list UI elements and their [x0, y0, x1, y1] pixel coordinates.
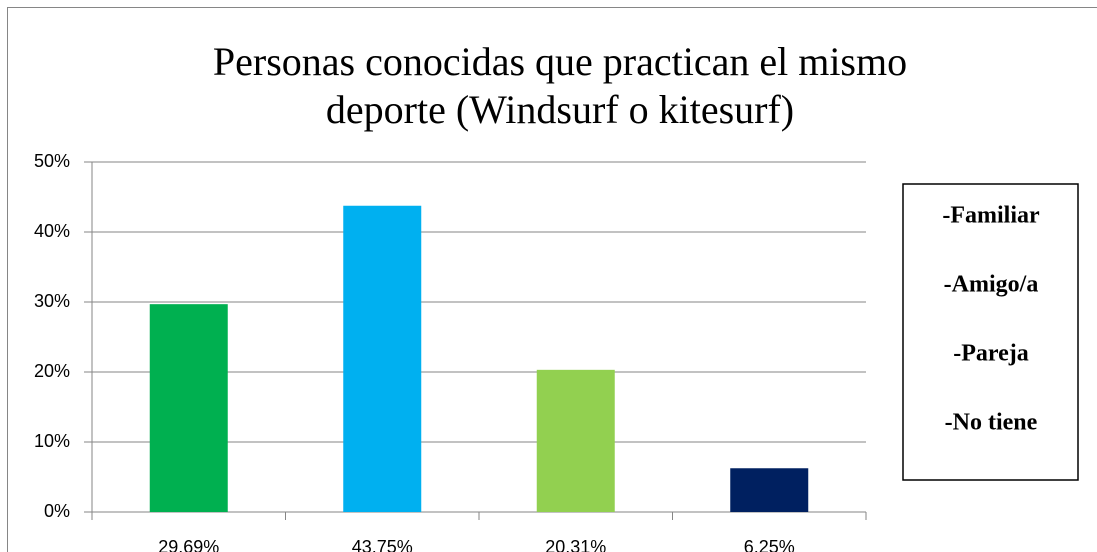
- y-tick-label: 50%: [34, 151, 70, 171]
- bar: [149, 304, 228, 512]
- value-label: 29.69%: [158, 537, 219, 552]
- chart-border: [7, 7, 1097, 552]
- y-tick-label: 20%: [34, 361, 70, 381]
- y-tick-label: 40%: [34, 221, 70, 241]
- bar: [536, 369, 615, 512]
- y-tick-label: 10%: [34, 431, 70, 451]
- bar: [343, 205, 422, 512]
- legend-text: -Pareja: [953, 341, 1029, 367]
- y-tick-label: 30%: [34, 291, 70, 311]
- value-label: 20.31%: [545, 537, 606, 552]
- legend-text: -No tiene: [945, 410, 1038, 436]
- value-label: 6.25%: [744, 537, 795, 552]
- value-label: 43.75%: [352, 537, 413, 552]
- legend-box: [902, 183, 1079, 481]
- legend-text: -Amigo/a: [944, 272, 1039, 298]
- bar: [730, 468, 809, 512]
- chart-title: Personas conocidas que practican el mism…: [212, 39, 908, 132]
- y-tick-label: 0%: [44, 501, 70, 521]
- legend-text: -Familiar: [942, 203, 1040, 229]
